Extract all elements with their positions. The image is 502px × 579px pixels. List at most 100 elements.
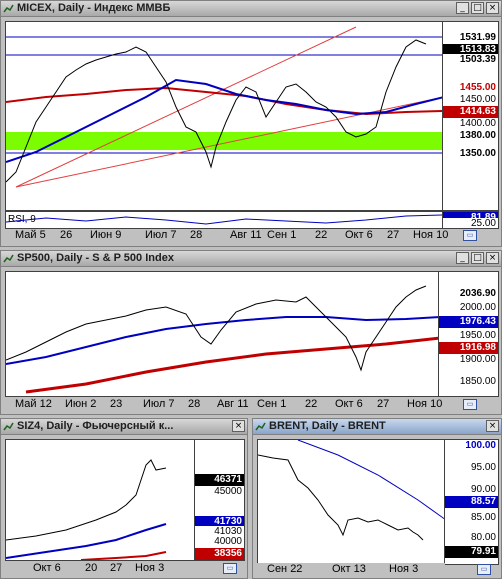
brent-title: BRENT, Daily - BRENT xyxy=(269,420,386,432)
micex-trendline-upper xyxy=(15,26,357,188)
siz4-price-label-45000: 45000 xyxy=(214,486,242,497)
sp500-date: Авг 11 xyxy=(217,398,249,410)
micex-rsi-axis: 81.89 25.00 xyxy=(443,211,499,229)
sp500-tag-ma1: 1976.43 xyxy=(439,316,498,328)
micex-rsi-line xyxy=(6,214,442,225)
chart-icon xyxy=(255,422,266,431)
micex-price-axis: 1531.99 1513.83 1503.39 1455.00 1450.00 … xyxy=(443,21,499,211)
sp500-price-axis: 2036.90 2000.00 1976.43 1950.00 1916.98 … xyxy=(439,271,499,397)
micex-title: MICEX, Daily - Индекс ММВБ xyxy=(17,2,171,14)
siz4-date: Окт 6 xyxy=(33,562,61,574)
brent-tag-last: 79.91 xyxy=(445,546,498,558)
sp500-ma-red xyxy=(25,336,438,394)
nav-icon[interactable]: ▭ xyxy=(477,564,491,575)
sp500-titlebar[interactable]: SP500, Daily - S & P 500 Index _ □ × xyxy=(1,251,501,267)
brent-tag-top: 100.00 xyxy=(445,440,498,452)
micex-date: Май 5 xyxy=(15,229,46,241)
micex-titlebar[interactable]: MICEX, Daily - Индекс ММВБ _ □ × xyxy=(1,1,501,17)
nav-icon[interactable]: ▭ xyxy=(223,563,237,574)
sp500-date: 22 xyxy=(305,398,318,410)
sp500-price-label-2000: 2000.00 xyxy=(459,302,496,313)
brent-price-label-80: 80.00 xyxy=(470,532,496,543)
micex-rsi-svg xyxy=(6,214,442,225)
sp500-date: Окт 6 xyxy=(335,398,363,410)
siz4-date: 20 xyxy=(85,562,98,574)
micex-price-label-1450: 1450.00 xyxy=(459,94,496,105)
brent-tag-ma: 88.57 xyxy=(445,496,498,508)
minimize-button[interactable]: _ xyxy=(456,252,469,264)
micex-ma-red xyxy=(6,86,442,116)
close-button[interactable]: × xyxy=(486,2,499,14)
sp500-window: SP500, Daily - S & P 500 Index _ □ × 203… xyxy=(0,250,502,415)
siz4-title: SIZ4, Daily - Фьючерсный к... xyxy=(17,420,174,432)
sp500-tag-ma2: 1916.98 xyxy=(439,342,498,354)
micex-date: 26 xyxy=(60,229,73,241)
micex-date-axis: Май 5 26 Июн 9 Июл 7 28 Авг 11 Сен 1 22 … xyxy=(5,229,448,243)
brent-price-label-85: 85.00 xyxy=(470,512,496,523)
nav-icon[interactable]: ▭ xyxy=(463,399,477,410)
brent-titlebar[interactable]: BRENT, Daily - BRENT × xyxy=(253,419,501,435)
micex-tag-r2: 1455.00 xyxy=(443,82,498,94)
siz4-tag-last: 46371 xyxy=(195,474,244,486)
micex-date: Июл 7 xyxy=(145,229,177,241)
micex-price-svg xyxy=(6,26,442,188)
micex-price-line xyxy=(6,39,427,183)
sp500-price-label-1900: 1900.00 xyxy=(459,354,496,365)
sp500-price-label-1850: 1850.00 xyxy=(459,376,496,387)
micex-tag-last: 1513.83 xyxy=(443,44,498,56)
brent-ma-blue xyxy=(297,440,444,520)
maximize-button[interactable]: □ xyxy=(471,2,484,14)
micex-ma-blue xyxy=(6,78,442,163)
micex-price-label-1400: 1400.00 xyxy=(459,118,496,129)
brent-price-label-95: 95.00 xyxy=(470,462,496,473)
micex-date: 27 xyxy=(387,229,400,241)
minimize-button[interactable]: _ xyxy=(456,2,469,14)
siz4-date: 27 xyxy=(110,562,123,574)
brent-date: Ноя 3 xyxy=(389,563,419,575)
micex-rsi-label: RSI, 9 xyxy=(8,214,36,225)
close-button[interactable]: × xyxy=(486,420,499,432)
siz4-window: SIZ4, Daily - Фьючерсный к... × 46371 45… xyxy=(0,418,248,579)
micex-price-plot[interactable] xyxy=(5,21,443,211)
siz4-price-svg xyxy=(6,459,167,560)
micex-support-zone-1 xyxy=(6,132,442,150)
siz4-tag-ma2: 41030 xyxy=(195,526,244,538)
brent-price-axis: 100.00 95.00 90.00 88.57 85.00 80.00 79.… xyxy=(445,439,499,565)
siz4-date: Ноя 3 xyxy=(135,562,165,574)
micex-rsi-level-25: 25.00 xyxy=(443,218,498,228)
brent-price-svg xyxy=(258,440,444,541)
micex-rsi-plot[interactable]: RSI, 9 xyxy=(5,211,443,229)
siz4-tag-ma3: 38356 xyxy=(195,548,244,560)
siz4-price-plot[interactable] xyxy=(5,439,195,561)
siz4-titlebar[interactable]: SIZ4, Daily - Фьючерсный к... × xyxy=(1,419,247,435)
sp500-price-label-1950: 1950.00 xyxy=(459,330,496,341)
micex-window: MICEX, Daily - Индекс ММВБ _ □ × 1531.99… xyxy=(0,0,502,247)
close-button[interactable]: × xyxy=(232,420,245,432)
micex-tag-s2: 1350.00 xyxy=(443,148,498,160)
chart-icon xyxy=(3,422,14,431)
micex-date: Окт 6 xyxy=(345,229,373,241)
sp500-date: Июл 7 xyxy=(143,398,175,410)
sp500-date: 23 xyxy=(110,398,123,410)
siz4-price-label-40000: 40000 xyxy=(214,536,242,547)
sp500-tag-last: 2036.90 xyxy=(439,288,498,300)
micex-tag-high: 1531.99 xyxy=(443,32,498,44)
siz4-date-axis: Окт 6 20 27 Ноя 3 xyxy=(5,562,195,576)
micex-date: 28 xyxy=(190,229,203,241)
sp500-price-svg xyxy=(6,285,438,394)
micex-date: 22 xyxy=(315,229,328,241)
close-button[interactable]: × xyxy=(486,252,499,264)
micex-date: Сен 1 xyxy=(267,229,297,241)
sp500-date: 28 xyxy=(188,398,201,410)
sp500-price-plot[interactable] xyxy=(5,271,439,397)
micex-date: Июн 9 xyxy=(90,229,122,241)
micex-date: Ноя 10 xyxy=(413,229,449,241)
siz4-ma-blue xyxy=(6,523,167,559)
maximize-button[interactable]: □ xyxy=(471,252,484,264)
siz4-ma-red xyxy=(80,551,167,560)
sp500-title: SP500, Daily - S & P 500 Index xyxy=(17,252,174,264)
siz4-price-line xyxy=(6,459,167,541)
siz4-price-axis: 46371 45000 41730 41030 40000 38356 xyxy=(195,439,245,561)
brent-price-plot[interactable] xyxy=(257,439,445,565)
nav-icon[interactable]: ▭ xyxy=(463,230,477,241)
